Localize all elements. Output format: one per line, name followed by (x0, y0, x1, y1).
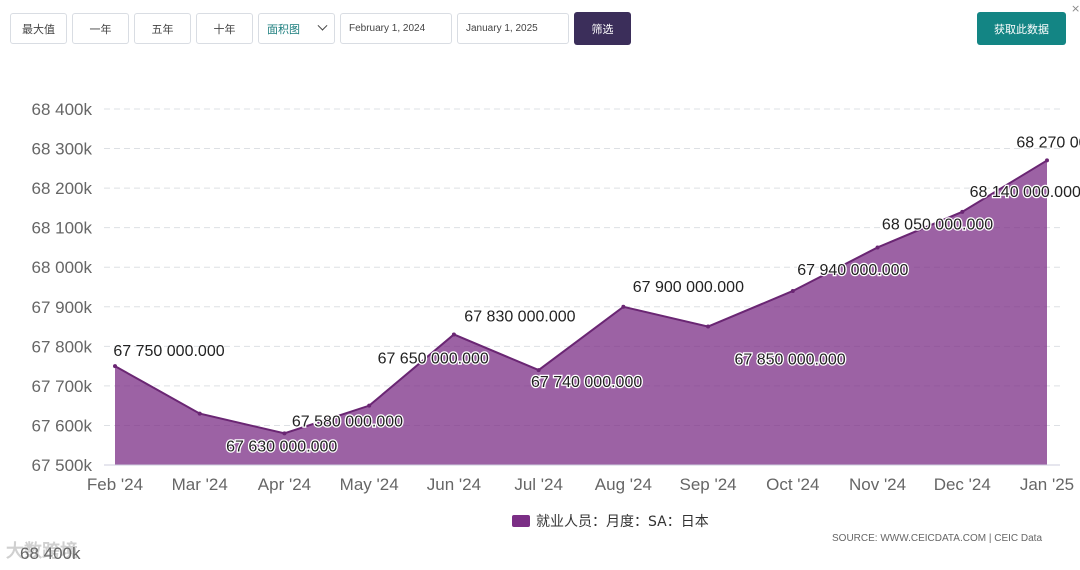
data-point (113, 364, 117, 369)
data-label: 67 900 000.000 (633, 279, 744, 296)
ghost-axis-label: 68 400k (20, 544, 81, 563)
data-point (197, 411, 202, 416)
y-tick-label: 67 500k (32, 456, 93, 475)
y-tick-label: 68 100k (32, 219, 93, 238)
x-tick-label: Feb '24 (87, 475, 143, 494)
area-fill (115, 160, 1047, 465)
chart-type-select[interactable]: 面积图 (258, 13, 335, 44)
fetch-data-button[interactable]: 获取此数据 (977, 12, 1066, 45)
close-icon[interactable]: × (1071, 2, 1080, 15)
x-tick-label: Jul '24 (514, 475, 563, 494)
data-point (1045, 158, 1049, 163)
data-label: 67 740 000.000 (531, 374, 642, 391)
range-10y-button[interactable]: 十年 (196, 13, 253, 44)
data-label: 67 580 000.000 (292, 413, 403, 430)
x-tick-label: Apr '24 (258, 475, 311, 494)
start-date-input[interactable]: February 1, 2024 (340, 13, 452, 44)
toolbar: 最大值 一年 五年 十年 面积图 February 1, 2024 Januar… (10, 12, 631, 45)
legend-label: 就业人员：月度：SA：日本 (536, 514, 709, 530)
data-label: 68 270 000.000 (1016, 134, 1080, 151)
data-point (451, 332, 456, 337)
data-point (790, 288, 795, 293)
data-point (960, 209, 965, 214)
y-tick-label: 68 400k (32, 100, 93, 119)
x-tick-label: Mar '24 (172, 475, 228, 494)
data-label: 67 650 000.000 (378, 351, 489, 368)
source-credit: SOURCE: WWW.CEICDATA.COM | CEIC Data (832, 533, 1043, 544)
chevron-down-icon (317, 20, 328, 31)
y-tick-label: 67 700k (32, 377, 93, 396)
x-tick-label: Jan '25 (1020, 475, 1074, 494)
filter-button[interactable]: 筛选 (574, 12, 631, 45)
x-tick-label: Nov '24 (849, 475, 906, 494)
range-1y-button[interactable]: 一年 (72, 13, 129, 44)
data-label: 67 630 000.000 (226, 439, 337, 456)
data-label: 67 940 000.000 (797, 262, 908, 279)
data-point (536, 368, 541, 373)
y-tick-label: 67 800k (32, 337, 93, 356)
chart-type-select-value: 面积图 (267, 22, 300, 36)
y-tick-label: 67 900k (32, 298, 93, 317)
data-point (706, 324, 711, 329)
data-point (875, 245, 880, 250)
x-tick-label: Dec '24 (934, 475, 991, 494)
y-tick-label: 68 300k (32, 140, 93, 159)
data-point (621, 304, 626, 309)
watermark: 大数跨境 (6, 541, 78, 562)
x-tick-label: Aug '24 (595, 475, 652, 494)
data-label: 68 140 000.000 (970, 184, 1080, 201)
y-tick-label: 68 200k (32, 179, 93, 198)
x-tick-label: Sep '24 (680, 475, 737, 494)
data-label: 67 850 000.000 (734, 352, 845, 369)
data-label: 68 050 000.000 (882, 216, 993, 233)
data-label: 67 750 000.000 (113, 343, 224, 360)
y-tick-label: 68 000k (32, 258, 93, 277)
x-tick-label: Jun '24 (427, 475, 481, 494)
chart-legend[interactable]: 就业人员：月度：SA：日本 (512, 511, 709, 531)
range-max-button[interactable]: 最大值 (10, 13, 67, 44)
x-tick-label: Oct '24 (766, 475, 819, 494)
y-tick-label: 67 600k (32, 416, 93, 435)
data-point (282, 431, 287, 436)
range-5y-button[interactable]: 五年 (134, 13, 191, 44)
end-date-input[interactable]: January 1, 2025 (457, 13, 569, 44)
data-label: 67 830 000.000 (464, 308, 575, 325)
series-line (114, 159, 1048, 435)
data-point (367, 403, 372, 408)
legend-swatch (512, 515, 530, 527)
x-tick-label: May '24 (340, 475, 399, 494)
